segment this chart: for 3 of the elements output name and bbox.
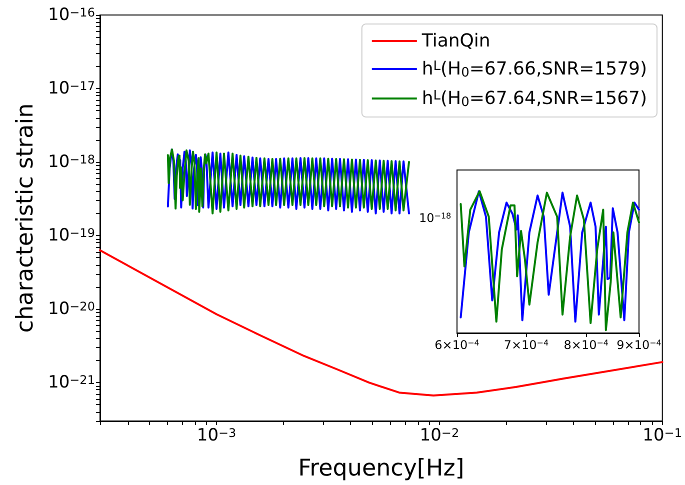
legend-label: TianQin [420,30,490,52]
x-axis-title: Frequency[Hz] [298,456,464,482]
y-axis-title: characteristic strain [12,103,39,333]
